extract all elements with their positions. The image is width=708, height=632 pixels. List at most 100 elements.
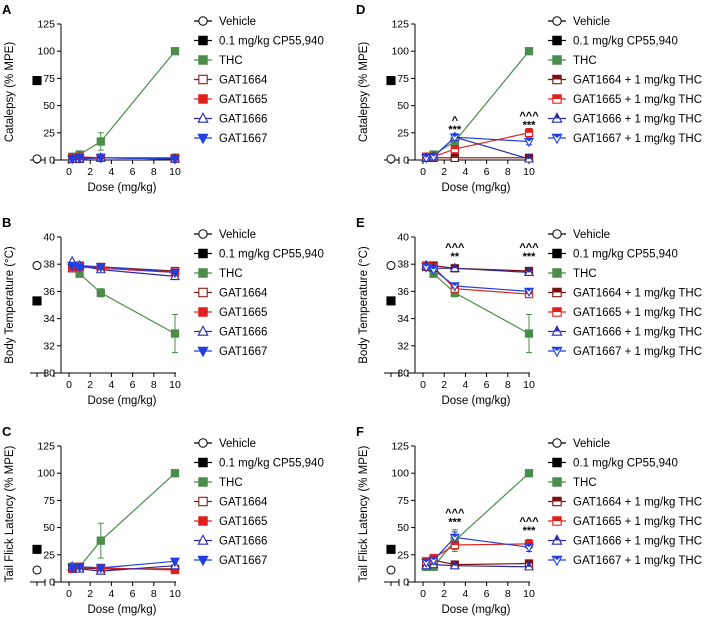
legend-marker <box>552 248 562 259</box>
y-axis-label: Catalepsy (% MPE) <box>358 42 370 143</box>
y-tick-label: 125 <box>391 441 409 453</box>
y-tick-label: 0 <box>403 577 409 589</box>
legend-marker <box>552 35 562 46</box>
x-tick-label: 6 <box>130 166 136 178</box>
legend-label: 0.1 mg/kg CP55,940 <box>573 249 678 261</box>
legend-marker <box>197 112 209 123</box>
data-point <box>170 47 180 56</box>
x-axis-label: Dose (mg/kg) <box>87 604 156 616</box>
x-tick-label: 0 <box>420 166 426 178</box>
x-tick-label: 0 <box>420 588 426 600</box>
x-tick-label: 0 <box>66 166 72 178</box>
y-axis-label: Tail Flick Latency (% MPE) <box>358 445 370 582</box>
data-point <box>169 155 181 165</box>
y-tick-label: 75 <box>43 73 55 85</box>
legend-label: THC <box>219 268 243 280</box>
panel-e: E 30 32 34 36 38 40 Body Temperature (°C) 0 2 4 6 8 1… <box>356 215 702 407</box>
legend-marker <box>198 55 208 65</box>
control-point-vehicle <box>32 565 42 575</box>
x-tick-label: 2 <box>441 379 447 391</box>
legend-marker <box>198 268 208 278</box>
control-point-vehicle <box>386 154 396 164</box>
legend-marker <box>551 325 563 336</box>
panel-letter: A <box>2 2 12 17</box>
x-tick-label: 0 <box>420 379 426 391</box>
series-line <box>426 536 530 563</box>
significance-marker: ^^^ <box>445 507 465 519</box>
legend-marker <box>197 325 209 336</box>
data-point <box>95 154 106 164</box>
legend-label: GAT1665 <box>219 516 267 528</box>
control-point-vehicle <box>32 154 42 164</box>
legend-label: GAT1666 <box>219 114 267 126</box>
data-point <box>450 153 459 162</box>
legend-marker <box>197 555 209 567</box>
control-point-vehicle <box>386 261 396 271</box>
legend-label: THC <box>573 55 597 67</box>
control-point-cp <box>32 76 42 86</box>
x-tick-label: 0 <box>66 588 72 600</box>
y-tick-label: 40 <box>43 232 55 244</box>
x-tick-label: 2 <box>87 379 93 391</box>
x-tick-label: 8 <box>505 588 511 600</box>
series-line <box>426 563 530 568</box>
x-tick-label: 10 <box>523 166 535 178</box>
data-point <box>95 263 106 273</box>
significance-marker: *** <box>523 119 537 131</box>
x-tick-label: 8 <box>151 379 157 391</box>
legend-marker <box>198 16 208 26</box>
data-point <box>421 154 432 164</box>
y-tick-label: 75 <box>43 495 55 507</box>
legend-marker <box>552 268 562 278</box>
legend-label: GAT1665 + 1 mg/kg THC <box>573 94 702 106</box>
legend-label: GAT1666 <box>219 536 267 548</box>
legend-marker <box>198 94 208 104</box>
data-point <box>450 144 459 154</box>
y-tick-label: 25 <box>43 127 55 139</box>
legend-label: GAT1666 + 1 mg/kg THC <box>573 536 702 548</box>
x-tick-label: 0 <box>66 379 72 391</box>
series-line <box>72 472 176 568</box>
data-point <box>449 133 460 143</box>
x-axis-label: Dose (mg/kg) <box>441 604 510 616</box>
x-tick-label: 4 <box>108 166 114 178</box>
legend-marker <box>198 229 208 239</box>
significance-marker: ^^^ <box>445 242 465 254</box>
legend-label: GAT1667 + 1 mg/kg THC <box>573 133 702 145</box>
data-point <box>96 288 105 297</box>
y-tick-label: 38 <box>43 259 55 271</box>
legend-marker <box>552 74 562 85</box>
legend-marker <box>198 74 208 85</box>
x-tick-label: 4 <box>462 379 468 391</box>
control-point-vehicle <box>32 261 42 271</box>
series-line <box>71 266 176 335</box>
y-tick-label: 34 <box>43 313 55 325</box>
panel-letter: B <box>2 215 11 230</box>
series-line <box>426 132 530 158</box>
legend-label: Vehicle <box>219 438 256 450</box>
legend-marker <box>552 94 562 104</box>
legend-marker <box>198 496 208 507</box>
data-point <box>170 469 180 478</box>
legend-label: GAT1667 + 1 mg/kg THC <box>573 555 702 567</box>
y-tick-label: 100 <box>37 46 55 58</box>
data-point <box>524 128 534 137</box>
x-tick-label: 8 <box>505 166 511 178</box>
data-point <box>524 469 534 478</box>
data-point <box>523 287 535 298</box>
data-point <box>421 263 432 273</box>
legend-label: GAT1667 + 1 mg/kg THC <box>573 346 702 358</box>
x-tick-label: 4 <box>108 588 114 600</box>
legend-marker <box>198 287 208 298</box>
x-tick-label: 10 <box>169 166 181 178</box>
legend-label: GAT1667 <box>219 555 267 567</box>
legend-label: GAT1665 + 1 mg/kg THC <box>573 516 702 528</box>
control-point-cp <box>32 296 42 306</box>
data-point <box>74 154 85 164</box>
y-tick-label: 50 <box>397 522 409 534</box>
data-point <box>428 265 439 276</box>
data-point <box>169 268 181 279</box>
y-tick-label: 50 <box>43 100 55 112</box>
